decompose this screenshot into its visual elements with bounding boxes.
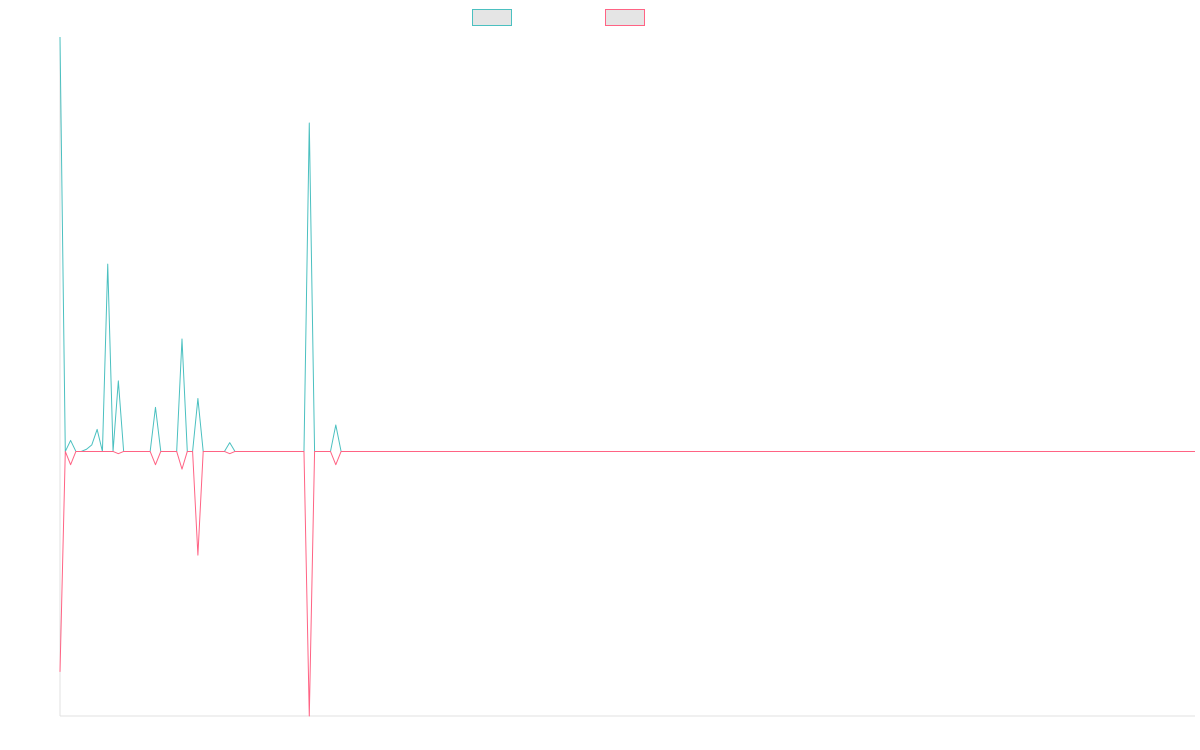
series-line-2	[59, 450, 1195, 717]
legend	[472, 9, 645, 26]
series-line-1	[59, 36, 1195, 452]
legend-swatch-2[interactable]	[605, 9, 645, 26]
legend-swatch-1[interactable]	[472, 9, 512, 26]
series-group	[59, 36, 1195, 717]
axes	[59, 37, 1195, 717]
